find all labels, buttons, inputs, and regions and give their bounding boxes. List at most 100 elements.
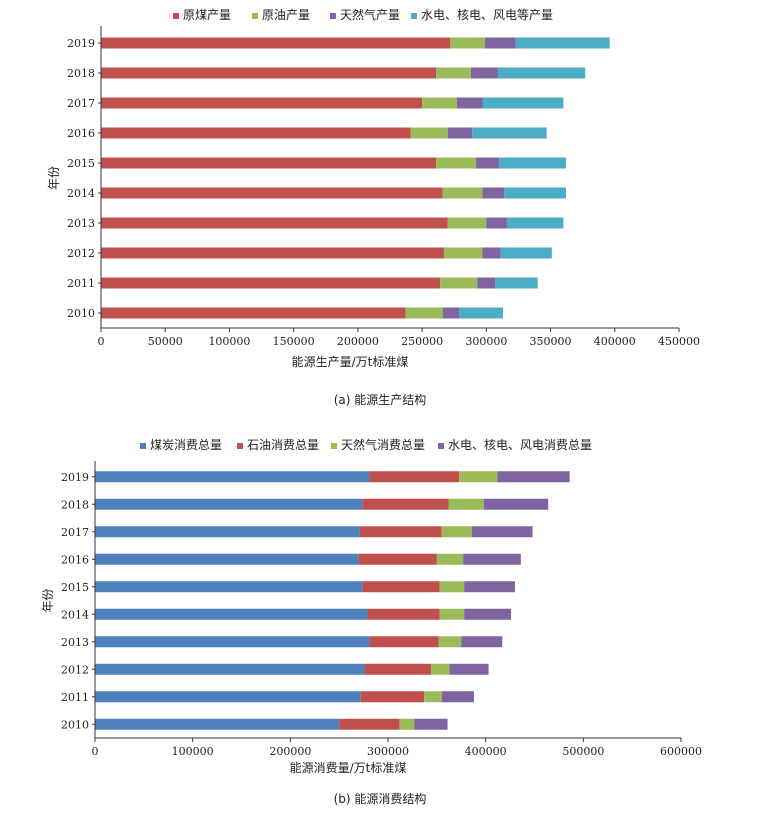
y-tick-label: 2011	[67, 277, 95, 290]
legend-swatch	[438, 443, 444, 449]
x-tick-label: 350000	[530, 335, 572, 348]
y-tick-label: 2014	[61, 608, 89, 621]
legend-swatch	[330, 13, 336, 19]
bar-segment	[438, 636, 462, 648]
bar-segment	[362, 581, 440, 593]
bar-segment	[359, 526, 442, 538]
bar-segment	[430, 663, 450, 675]
y-tick-label: 2012	[61, 663, 89, 676]
x-tick-label: 450000	[658, 335, 700, 348]
bar-segment	[506, 217, 564, 229]
y-tick-label: 2018	[67, 67, 95, 80]
legend-label: 石油消费总量	[247, 438, 319, 452]
bar-segment	[364, 663, 431, 675]
y-tick-label: 2015	[67, 157, 95, 170]
bar-segment	[358, 553, 437, 565]
y-tick-label: 2015	[61, 581, 89, 594]
figure-caption: (a) 能源生产结构	[334, 392, 427, 407]
bar-segment	[367, 608, 440, 620]
bar-segment	[470, 67, 498, 79]
bar-segment	[95, 553, 359, 565]
legend-label: 水电、核电、风电等产量	[421, 8, 553, 22]
bar-segment	[504, 187, 566, 199]
x-tick-label: 150000	[273, 335, 315, 348]
bar-segment	[101, 307, 406, 319]
y-axis-title: 年份	[47, 166, 61, 190]
bar-segment	[450, 37, 486, 49]
bar-segment	[497, 67, 586, 79]
bar-segment	[339, 718, 400, 730]
bar-segment	[441, 526, 472, 538]
bar-segment	[362, 498, 449, 510]
y-tick-label: 2019	[61, 471, 89, 484]
y-tick-label: 2010	[67, 307, 95, 320]
bar-segment	[101, 97, 423, 109]
bar-segment	[477, 277, 496, 289]
legend-label: 天然气消费总量	[341, 437, 425, 452]
bar-segment	[497, 471, 570, 483]
x-tick-label: 400000	[594, 335, 636, 348]
bar-segment	[101, 127, 411, 139]
chart-production: 原煤产量 原油产量 天然气产量 水电、核电、风电等产量 2010 2011 2012 2013…	[47, 7, 700, 407]
bar-segment	[101, 187, 443, 199]
bar-segment	[482, 247, 501, 259]
bar-segment	[476, 157, 500, 169]
bar-segment	[436, 67, 471, 79]
bar-segment	[515, 37, 610, 49]
x-tick-label: 100000	[172, 745, 214, 758]
x-tick-label: 200000	[337, 335, 379, 348]
bar-segment	[360, 691, 425, 703]
x-axis-title: 能源生产量/万t标准煤	[292, 355, 409, 369]
bar-segment	[410, 127, 448, 139]
bar-segment	[414, 718, 448, 730]
chart-consumption: 煤炭消费总量 石油消费总量 天然气消费总量 水电、核电、风电消费总量 2010 2011 2…	[41, 437, 702, 806]
bar-segment	[95, 636, 370, 648]
y-tick-label: 2010	[61, 718, 89, 731]
bar-segment	[443, 247, 483, 259]
x-tick-label: 100000	[208, 335, 250, 348]
legend-label: 原煤产量	[183, 8, 231, 22]
bar-segment	[405, 307, 443, 319]
bar-segment	[95, 498, 363, 510]
bar-segment	[441, 691, 474, 703]
bar-segment	[485, 37, 516, 49]
y-tick-label: 2011	[61, 691, 89, 704]
x-tick-label: 50000	[148, 335, 183, 348]
bar-segment	[424, 691, 442, 703]
bar-segment	[399, 718, 415, 730]
bar-segment	[442, 307, 460, 319]
legend-swatch	[140, 443, 146, 449]
bar-segment	[456, 97, 483, 109]
bar-segment	[499, 157, 566, 169]
legend-swatch	[173, 13, 179, 19]
x-tick-label: 600000	[660, 745, 702, 758]
y-axis-title: 年份	[41, 588, 55, 612]
legend-label: 原油产量	[262, 8, 310, 22]
x-tick-label: 250000	[401, 335, 443, 348]
legend-swatch	[237, 443, 243, 449]
y-tick-label: 2019	[67, 37, 95, 50]
bar-segment	[463, 553, 521, 565]
y-tick-label: 2017	[67, 97, 95, 110]
bar-segment	[464, 608, 512, 620]
bar-segment	[95, 663, 365, 675]
bar-segment	[464, 581, 515, 593]
bar-segment	[101, 157, 437, 169]
bar-segment	[95, 526, 360, 538]
bar-segment	[483, 498, 549, 510]
y-tick-label: 2016	[61, 553, 89, 566]
legend-swatch	[252, 13, 258, 19]
bar-segment	[101, 67, 437, 79]
bar-segment	[461, 636, 503, 648]
bar-segment	[472, 127, 547, 139]
bar-segment	[436, 553, 464, 565]
x-tick-label: 0	[92, 745, 99, 758]
y-tick-label: 2018	[61, 498, 89, 511]
bar-segment	[439, 581, 465, 593]
bar-segment	[101, 247, 444, 259]
x-tick-label: 300000	[367, 745, 409, 758]
bar-segment	[439, 608, 465, 620]
bar-segment	[369, 471, 460, 483]
bar-segment	[459, 471, 498, 483]
